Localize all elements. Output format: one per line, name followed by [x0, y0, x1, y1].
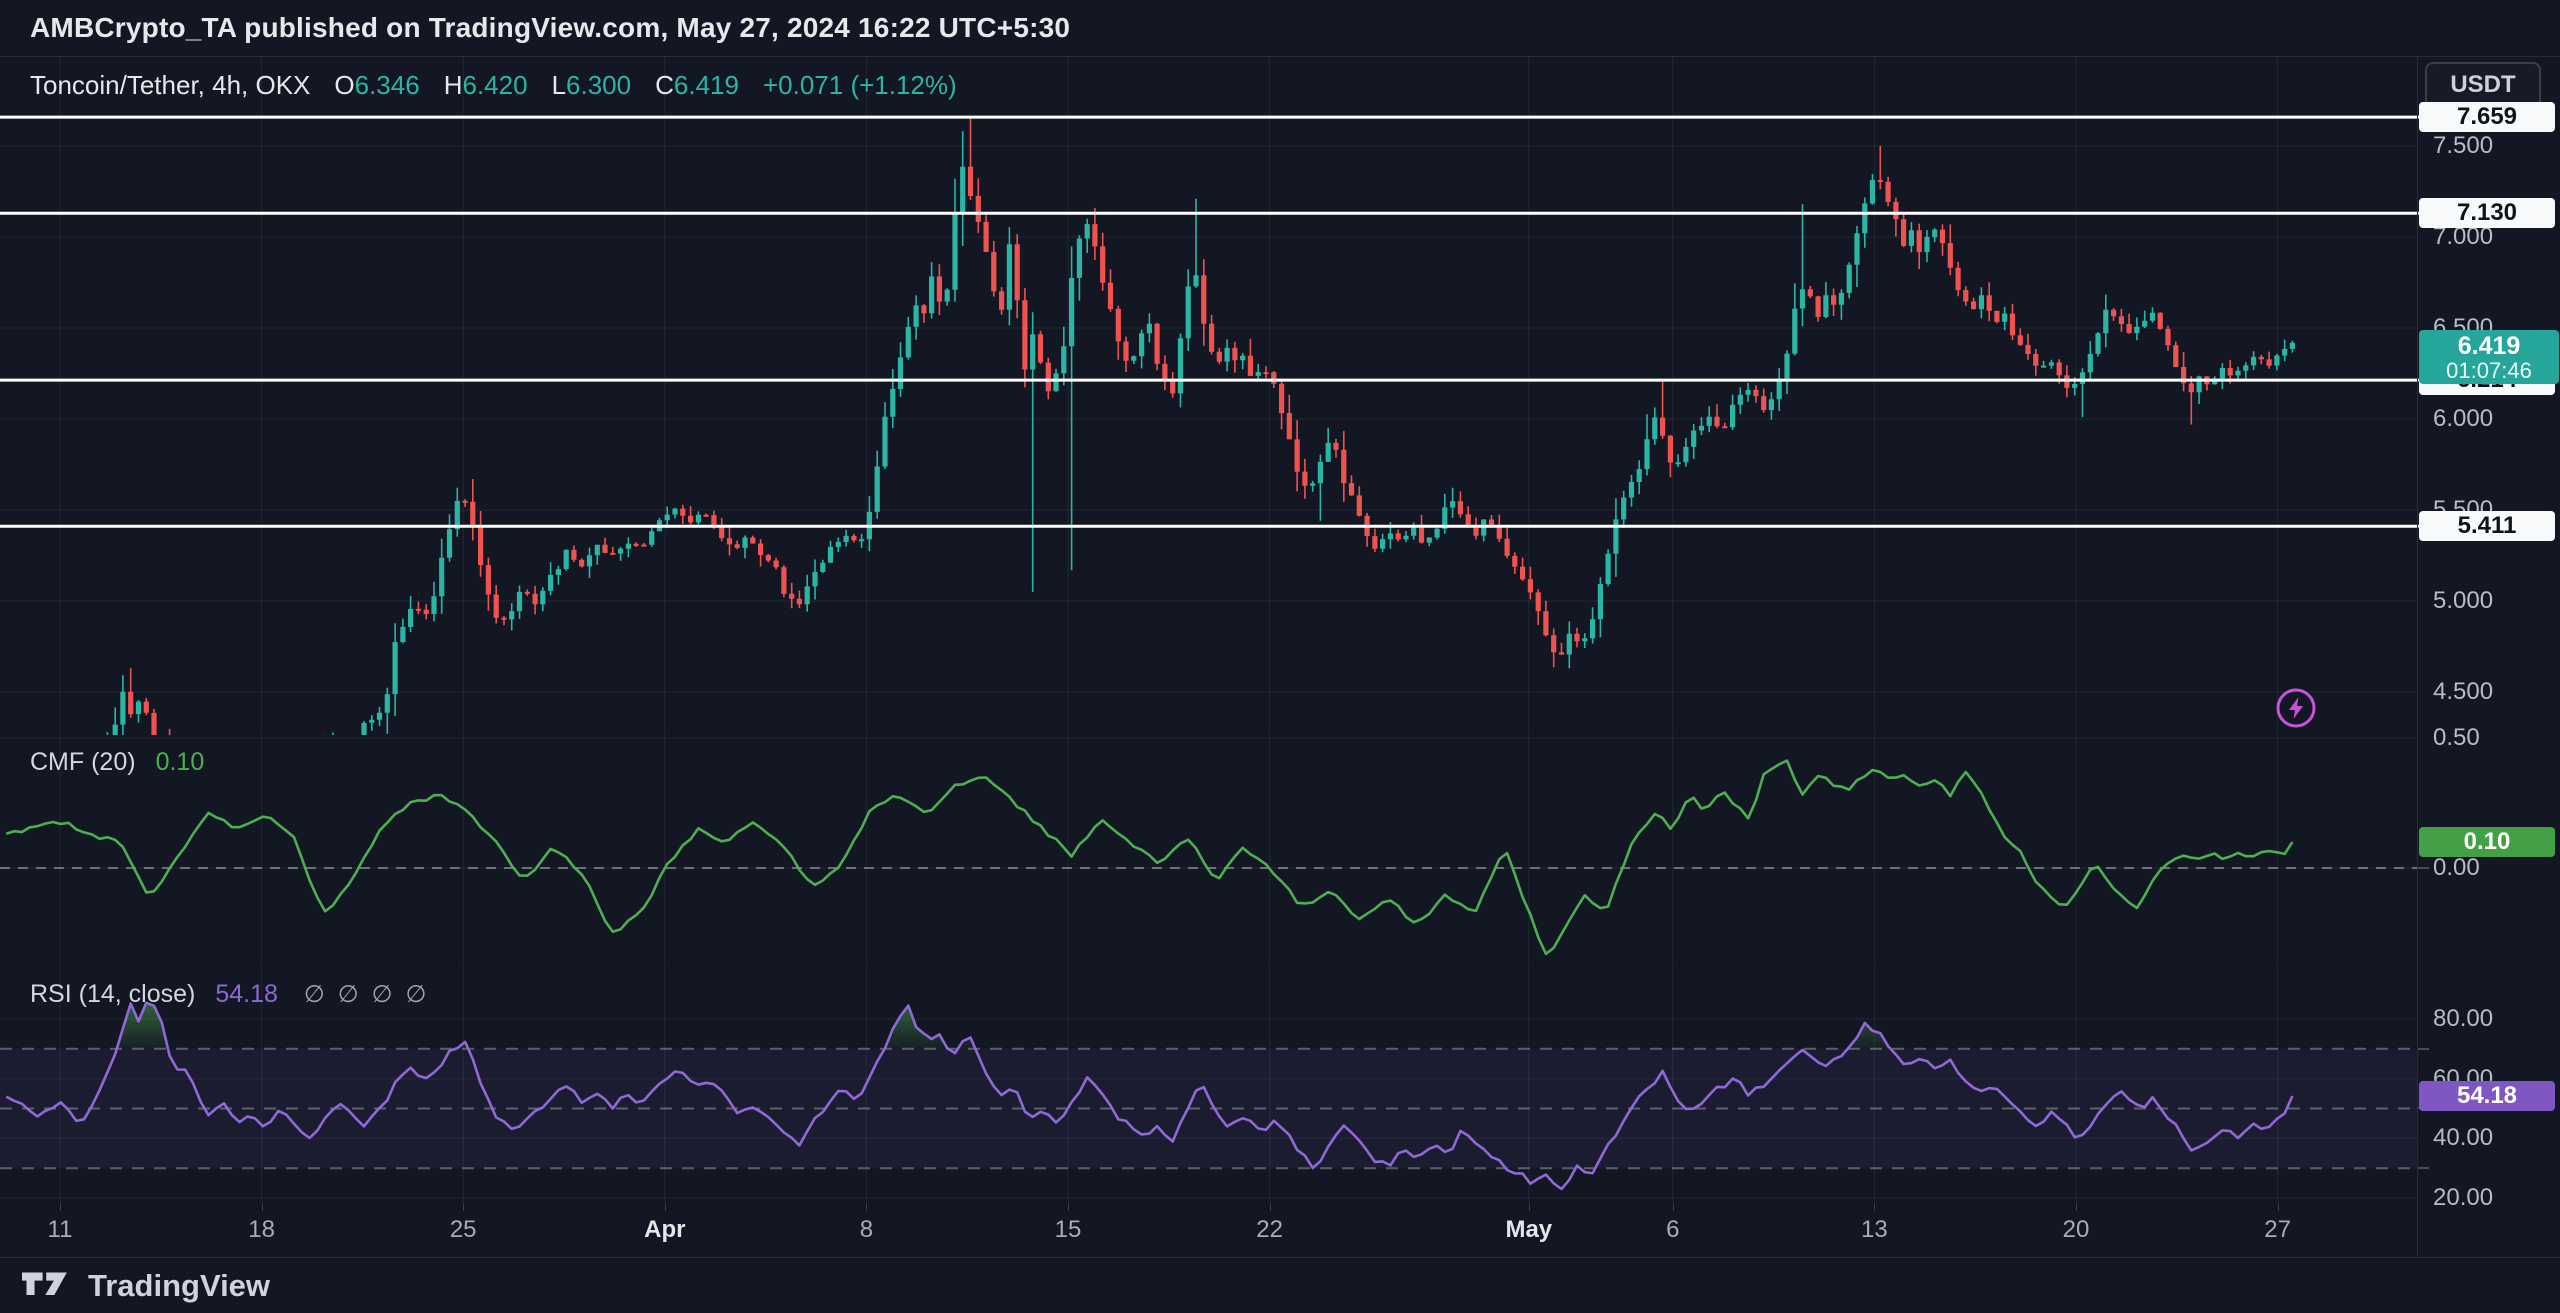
rsi-series: [0, 1001, 2417, 1191]
branding-bar: TradingView: [0, 1258, 2560, 1313]
rsi-title[interactable]: RSI (14, close): [30, 980, 196, 1008]
cmf-value: 0.10: [155, 748, 205, 776]
symbol-ohlc-row: Toncoin/Tether, 4h, OKX O6.346 H6.420 L6…: [30, 70, 957, 101]
price-tick-label: 4.500: [2433, 678, 2494, 705]
time-tick-label: 6: [1666, 1216, 1680, 1243]
rsi-indicator-row: RSI (14, close) 54.18 ∅ ∅ ∅ ∅: [30, 980, 426, 1009]
time-tick-mark: [1269, 1203, 1271, 1211]
rsi-value-label: 54.18: [2419, 1081, 2555, 1112]
publication-header: AMBCrypto_TA published on TradingView.co…: [0, 0, 2560, 56]
sr-price-label: 7.659: [2419, 102, 2555, 133]
time-tick-label: 18: [248, 1216, 275, 1243]
time-tick-label: 11: [47, 1216, 73, 1243]
grid-lines: [0, 56, 2417, 1202]
time-tick-label: 22: [1256, 1216, 1283, 1243]
price-axis-border: [2417, 56, 2418, 1257]
time-tick-mark: [1528, 1203, 1530, 1211]
time-tick-label: 25: [449, 1216, 477, 1243]
time-tick-mark: [261, 1203, 263, 1211]
time-tick-mark: [60, 1203, 61, 1211]
candlestick-series: [106, 117, 2295, 735]
price-tick-label: 6.000: [2433, 405, 2494, 432]
ohlc-low: L6.300: [551, 70, 632, 100]
time-tick-mark: [1068, 1203, 1069, 1211]
bottombar-divider: [0, 1257, 2560, 1258]
price-tick-label: 5.000: [2433, 587, 2494, 614]
time-tick-mark: [1672, 1203, 1674, 1211]
support-resistance-lines: [0, 115, 2420, 528]
time-tick-label: 13: [1861, 1216, 1888, 1243]
ohlc-close: C6.419: [655, 70, 739, 100]
price-axis[interactable]: USDT 7.500 7.000 6.500 6.000 5.500 5.000 4.500…: [2417, 56, 2560, 1211]
time-tick-mark: [2076, 1203, 2077, 1211]
time-tick-label: 20: [2062, 1216, 2090, 1243]
last-price-label: 6.419 01:07:46: [2419, 329, 2559, 384]
time-tick-mark: [866, 1203, 868, 1211]
cmf-title[interactable]: CMF (20): [30, 748, 136, 776]
time-tick-mark: [463, 1203, 465, 1211]
empty-set-icon: ∅: [303, 981, 325, 1008]
rsi-value: 54.18: [215, 980, 278, 1008]
topbar-divider: [0, 56, 2560, 57]
time-tick-mark: [664, 1203, 666, 1211]
empty-set-icon: ∅: [405, 981, 427, 1008]
empty-set-icon: ∅: [371, 981, 393, 1008]
boost-lightning-icon[interactable]: [2274, 686, 2318, 730]
dashed-level-tick: [2417, 1047, 2429, 1050]
cmf-indicator-row: CMF (20) 0.10: [30, 748, 204, 777]
publication-title: AMBCrypto_TA published on TradingView.co…: [30, 12, 1071, 43]
tradingview-logo-text: TradingView: [88, 1267, 271, 1303]
rsi-hidden-values: ∅ ∅ ∅ ∅: [298, 980, 426, 1009]
time-tick-label: May: [1505, 1216, 1553, 1243]
currency-toggle-button[interactable]: USDT: [2425, 62, 2541, 110]
last-price-value: 6.419: [2457, 331, 2521, 360]
time-tick-mark: [1874, 1203, 1876, 1211]
sr-price-label: 7.130: [2419, 198, 2555, 229]
rsi-tick-label: 80.00: [2433, 1005, 2494, 1032]
tradingview-logo-icon: [22, 1272, 67, 1295]
bar-countdown: 01:07:46: [2446, 357, 2532, 383]
time-tick-label: Apr: [644, 1216, 686, 1243]
rsi-tick-label: 20.00: [2433, 1183, 2494, 1211]
ohlc-high: H6.420: [443, 70, 528, 100]
dashed-level-tick: [2417, 867, 2429, 869]
time-tick-label: 27: [2264, 1216, 2291, 1243]
time-axis[interactable]: 11 18 25 Apr 8 15 22 May 6 13 20 27: [0, 1203, 2417, 1257]
sr-price-label: 5.411: [2419, 511, 2555, 542]
time-tick-mark: [2277, 1203, 2279, 1211]
dashed-level-tick: [2417, 1167, 2429, 1170]
cmf-tick-label: 0.50: [2433, 724, 2480, 751]
symbol-title[interactable]: Toncoin/Tether, 4h, OKX: [30, 70, 311, 100]
empty-set-icon: ∅: [337, 981, 359, 1008]
cmf-tick-label: 0.00: [2433, 854, 2480, 881]
price-change: +0.071 (+1.12%): [762, 70, 957, 100]
cmf-value-label: 0.10: [2419, 827, 2555, 857]
rsi-tick-label: 40.00: [2433, 1124, 2494, 1152]
price-tick-label: 7.500: [2433, 132, 2494, 159]
ohlc-open: O6.346: [334, 70, 420, 100]
time-tick-label: 15: [1054, 1216, 1082, 1243]
tradingview-logo[interactable]: TradingView: [22, 1268, 270, 1304]
cmf-series: [0, 759, 2417, 956]
time-tick-label: 8: [859, 1216, 874, 1243]
